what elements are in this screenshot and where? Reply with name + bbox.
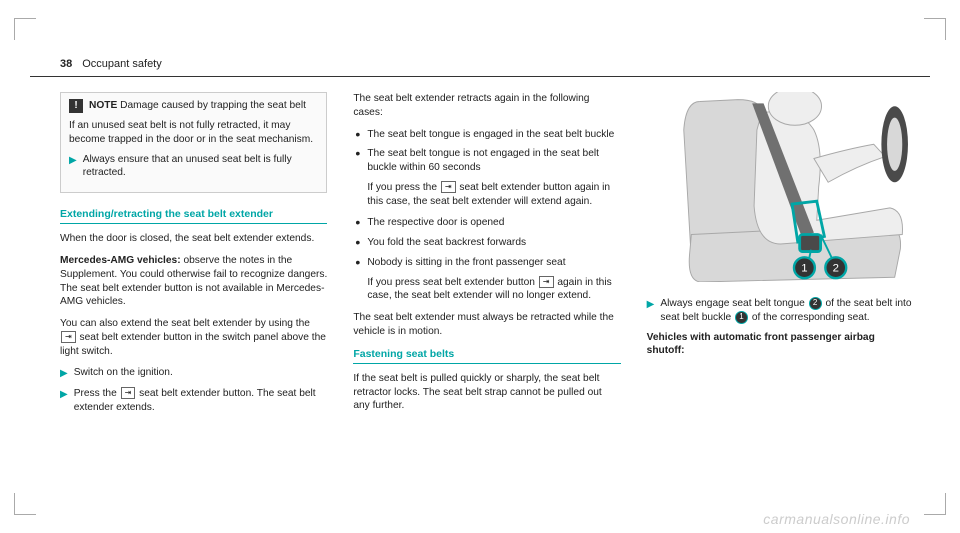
col2-p3: If the seat belt is pulled quickly or sh… (353, 372, 620, 413)
list-item: The respective door is opened (353, 216, 620, 230)
extender-button-icon: ⇥ (539, 276, 554, 288)
col3-step-text: Always engage seat belt tongue 2 of the … (660, 297, 914, 325)
col2-li5-sub: If you press seat belt extender button ⇥… (353, 276, 620, 304)
extender-button-icon: ⇥ (441, 181, 456, 193)
crop-mark-tr (924, 18, 946, 40)
crop-mark-bl (14, 493, 36, 515)
col1-p3b: seat belt extender button in the switch … (60, 332, 326, 357)
note-bullet-row: ▶ Always ensure that an unused seat belt… (69, 153, 318, 181)
crop-mark-br (924, 493, 946, 515)
col3-step: ▶ Always engage seat belt tongue 2 of th… (647, 297, 914, 325)
arrow-icon: ▶ (60, 367, 68, 381)
col1-step1: ▶ Switch on the ignition. (60, 366, 327, 381)
page-number: 38 (60, 58, 72, 70)
note-body: If an unused seat belt is not fully retr… (69, 119, 318, 147)
col1-step2-text: Press the ⇥ seat belt extender button. T… (74, 387, 328, 415)
arrow-icon: ▶ (647, 298, 655, 312)
marker-2: 2 (809, 297, 822, 310)
header-rule (30, 76, 930, 77)
col1-p3: You can also extend the seat belt extend… (60, 317, 327, 358)
crop-mark-tl (14, 18, 36, 40)
column-1: ! NOTE Damage caused by trapping the sea… (60, 92, 327, 421)
column-3: 1 2 ▶ Always engage seat belt tongue 2 o… (647, 92, 914, 421)
col2-li2-sub: If you press the ⇥ seat belt extender bu… (353, 181, 620, 209)
col1-p2-bold: Mercedes-AMG vehicles: (60, 255, 181, 266)
col1-p2: Mercedes-AMG vehicles: observe the notes… (60, 254, 327, 309)
page-header: 38 Occupant safety (60, 58, 162, 70)
col2-p2: The seat belt extender must always be re… (353, 311, 620, 339)
section-name: Occupant safety (82, 58, 162, 70)
column-2: The seat belt extender retracts again in… (353, 92, 620, 421)
extender-button-icon: ⇥ (61, 331, 76, 343)
marker-1: 1 (735, 311, 748, 324)
col2-list: The seat belt tongue is engaged in the s… (353, 128, 620, 175)
col2-list2: The respective door is opened You fold t… (353, 216, 620, 269)
list-item: Nobody is sitting in the front passenger… (353, 256, 620, 270)
seatbelt-illustration: 1 2 (647, 92, 914, 282)
col1-step2: ▶ Press the ⇥ seat belt extender button.… (60, 387, 327, 415)
svg-text:2: 2 (832, 263, 838, 275)
arrow-icon: ▶ (69, 154, 77, 168)
svg-text:1: 1 (801, 263, 807, 275)
extender-button-icon: ⇥ (121, 387, 136, 399)
watermark: carmanualsonline.info (763, 511, 910, 527)
note-box: ! NOTE Damage caused by trapping the sea… (60, 92, 327, 193)
col2-p1: The seat belt extender retracts again in… (353, 92, 620, 120)
note-label: NOTE (89, 100, 117, 111)
col3-bold: Vehicles with automatic front passenger … (647, 331, 914, 359)
note-title: Damage caused by trapping the seat belt (120, 100, 306, 111)
note-title-line: NOTE Damage caused by trapping the seat … (89, 99, 318, 113)
col1-p1: When the door is closed, the seat belt e… (60, 232, 327, 246)
note-icon: ! (69, 99, 83, 113)
arrow-icon: ▶ (60, 388, 68, 402)
col1-p3a: You can also extend the seat belt extend… (60, 318, 310, 329)
subhead-fastening: Fastening seat belts (353, 347, 620, 364)
col1-step1-text: Switch on the ignition. (74, 366, 173, 380)
subhead-extending: Extending/retracting the seat belt exten… (60, 207, 327, 224)
body-columns: ! NOTE Damage caused by trapping the sea… (60, 92, 914, 421)
list-item: The seat belt tongue is not engaged in t… (353, 147, 620, 175)
note-bullet: Always ensure that an unused seat belt i… (83, 153, 319, 181)
list-item: You fold the seat backrest forwards (353, 236, 620, 250)
list-item: The seat belt tongue is engaged in the s… (353, 128, 620, 142)
